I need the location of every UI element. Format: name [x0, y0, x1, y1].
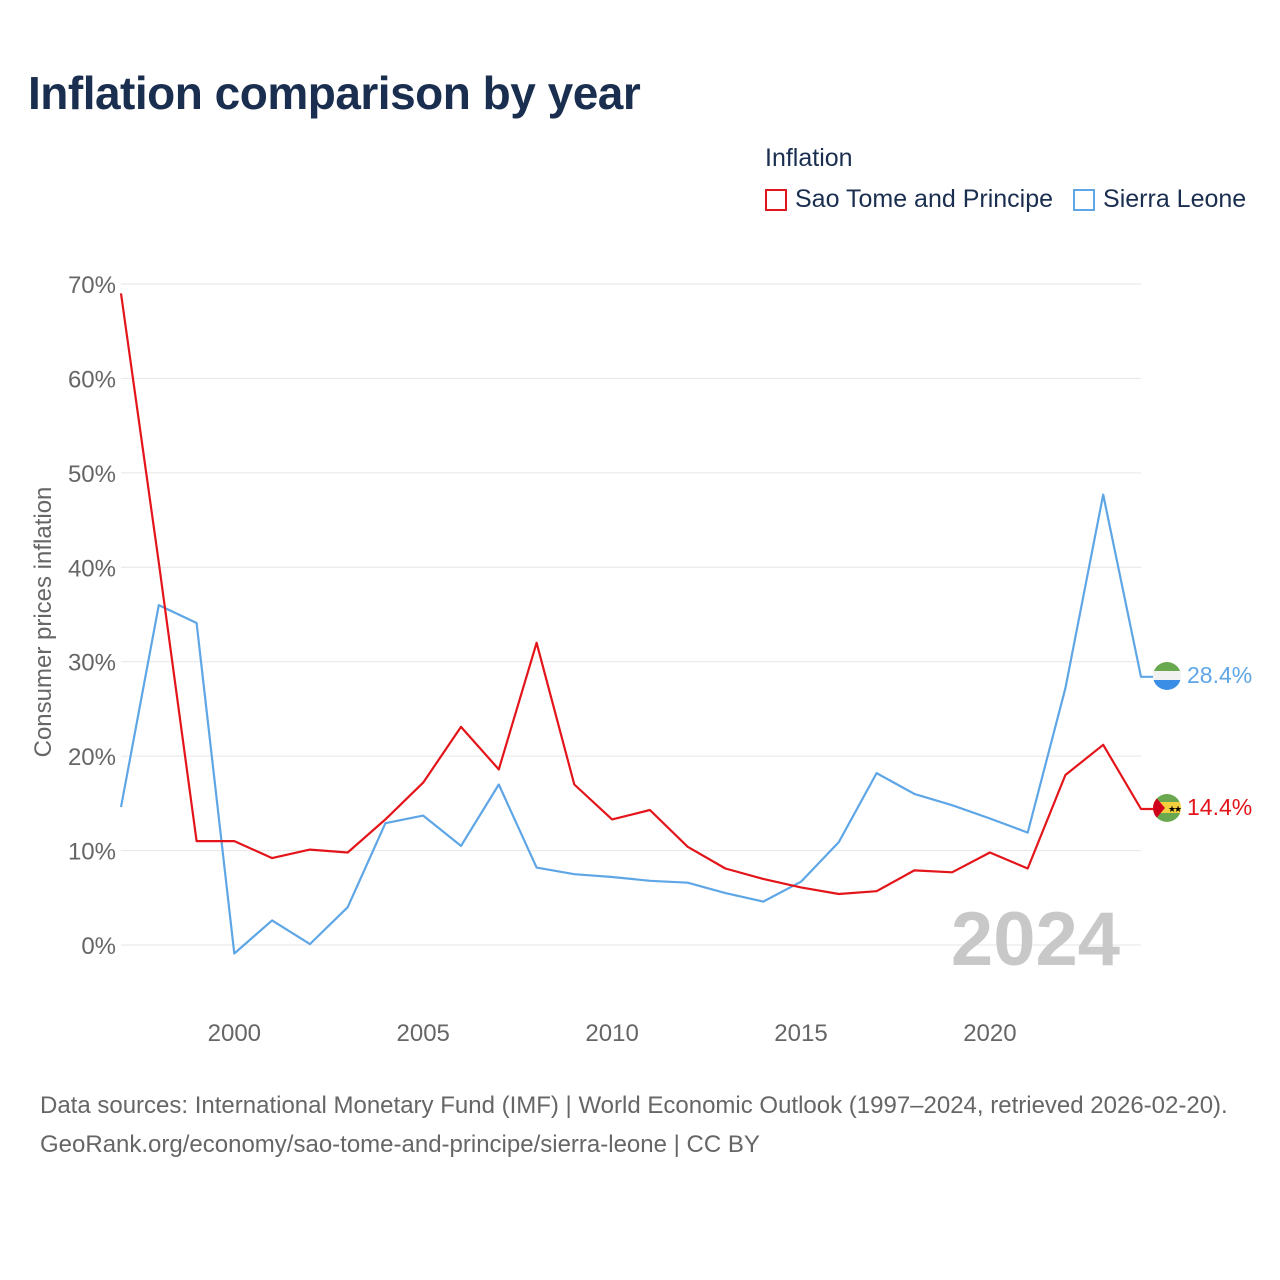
y-axis-label: Consumer prices inflation	[30, 487, 57, 758]
footer: Data sources: International Monetary Fun…	[40, 1086, 1250, 1164]
end-label-sao-tome: 14.4%	[1187, 794, 1252, 820]
legend-label-sierra-leone: Sierra Leone	[1103, 185, 1247, 213]
legend-item-sierra-leone[interactable]: Sierra Leone	[1073, 185, 1246, 214]
legend-swatch-sao-tome	[765, 188, 787, 211]
legend-label-sao-tome: Sao Tome and Principe	[795, 185, 1054, 213]
y-tick-label: 60%	[68, 366, 116, 393]
year-watermark: 2024	[951, 897, 1120, 982]
x-tick-label: 2000	[208, 1020, 261, 1047]
y-tick-label: 20%	[68, 744, 116, 771]
y-tick-label: 40%	[68, 555, 116, 582]
x-tick-label: 2020	[963, 1020, 1016, 1047]
y-tick-label: 0%	[81, 933, 116, 960]
y-tick-label: 70%	[68, 272, 116, 299]
series-line-sao-tome-and-principe[interactable]	[119, 293, 1153, 896]
legend-title: Inflation	[765, 144, 853, 172]
legend-item-sao-tome[interactable]: Sao Tome and Principe	[765, 185, 1053, 214]
y-tick-label: 10%	[68, 839, 116, 866]
sierra-leone-flag-icon	[1153, 662, 1181, 690]
y-tick-label: 30%	[68, 650, 116, 677]
end-label-sierra-leone: 28.4%	[1187, 662, 1252, 688]
chart-title: Inflation comparison by year	[28, 67, 641, 119]
x-tick-label: 2005	[397, 1020, 450, 1047]
svg-text:★: ★	[1168, 805, 1176, 815]
x-tick-label: 2010	[585, 1020, 638, 1047]
y-tick-label: 50%	[68, 461, 116, 488]
line-chart: 0% 10% 20% 30% 40% 50% 60% 70% 2000 2005 2010 2015 2…	[30, 272, 1252, 1047]
legend-swatch-sierra-leone	[1073, 188, 1096, 211]
credit-link[interactable]: GeoRank.org/economy/sao-tome-and-princip…	[40, 1131, 760, 1158]
series-line-sierra-leone[interactable]	[119, 493, 1153, 955]
legend: Sao Tome and Principe Sierra Leone	[765, 185, 1266, 214]
x-tick-label: 2015	[774, 1020, 827, 1047]
svg-text:★: ★	[1174, 805, 1182, 815]
data-source-note: Data sources: International Monetary Fun…	[40, 1092, 1228, 1119]
sao-tome-flag-icon: ★ ★	[1153, 794, 1182, 822]
